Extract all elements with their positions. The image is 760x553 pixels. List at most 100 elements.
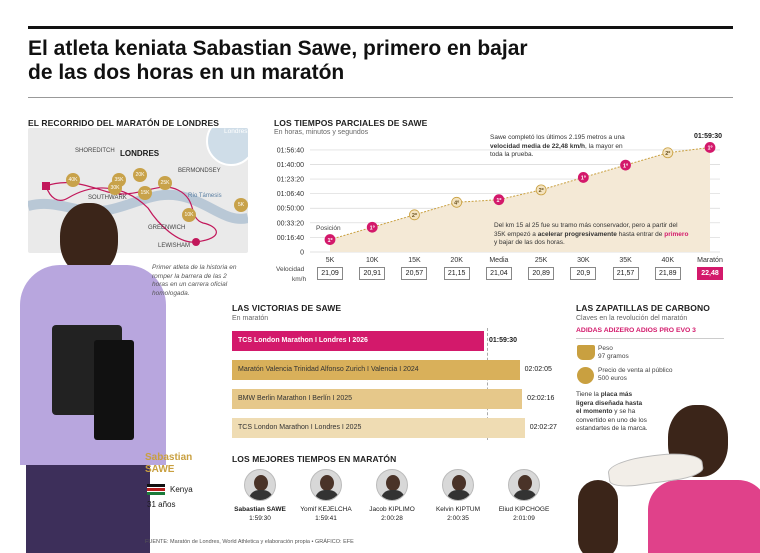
x-tick-label: 25K xyxy=(535,257,548,264)
split-point xyxy=(662,147,674,159)
athlete-arm xyxy=(578,480,618,553)
runner-avatar xyxy=(508,469,540,501)
speed-value: 20,9 xyxy=(570,267,597,280)
athlete-photo xyxy=(20,195,170,553)
shoes-divider xyxy=(576,338,724,339)
place-bermondsey: BERMONDSEY xyxy=(178,168,221,174)
split-point xyxy=(409,209,420,221)
place-londres: LONDRES xyxy=(120,149,160,158)
marker-5k: 5K xyxy=(234,198,248,212)
speed-value: 22,48 xyxy=(697,267,723,280)
place-lewisham: LEWISHAM xyxy=(158,243,191,249)
speed-value: 21,09 xyxy=(317,267,343,280)
win-bar: TCS London Marathon I Londres I 2025 xyxy=(232,418,525,438)
x-tick-label: 35K xyxy=(619,257,632,264)
y-tick-label: 00:50:00 xyxy=(277,206,304,213)
runner-name: Sabastian SAWE xyxy=(234,506,286,513)
shoe-description: Tiene la placa más ligera diseñada hasta… xyxy=(576,391,648,432)
divider xyxy=(28,97,733,98)
wins-title: LAS VICTORIAS DE SAWE xyxy=(232,303,342,313)
split-position-label: 4º xyxy=(454,201,459,207)
kenya-flag-icon xyxy=(147,484,165,495)
x-tick-label: 5K xyxy=(326,257,335,264)
marker-25k: 25K xyxy=(158,176,172,190)
split-position-label: 1º xyxy=(623,163,628,169)
runner-avatar xyxy=(244,469,276,501)
win-bar: BMW Berlin Marathon I Berlín I 2025 xyxy=(232,389,523,409)
x-tick-label: Maratón xyxy=(697,257,723,264)
speed-value: 21,57 xyxy=(612,267,639,280)
athlete-age: 31 años xyxy=(147,500,176,509)
runner-name: Eliud KIPCHOGE xyxy=(498,506,550,513)
athlete-head xyxy=(60,203,118,275)
x-tick-label: 15K xyxy=(408,257,421,264)
shoe-model: ADIDAS ADIZERO ADIOS PRO EVO 3 xyxy=(576,327,696,334)
wins-reference-line xyxy=(487,328,488,440)
split-position-label: 1º xyxy=(581,176,586,182)
annotation-mid: Del km 15 al 25 fue su tramo más conserv… xyxy=(494,222,689,246)
weight-icon xyxy=(577,345,595,360)
runner-name: Yomif KEJELCHA xyxy=(300,506,352,513)
speed-value: 21,89 xyxy=(654,267,681,280)
runner-avatar xyxy=(310,469,342,501)
speed-value: 20,89 xyxy=(528,267,555,280)
win-time: 01:59:30 xyxy=(489,337,518,344)
splits-area xyxy=(330,147,710,252)
split-position-label: 1º xyxy=(496,198,501,204)
runner-name: Kelvin KIPTUM xyxy=(435,506,481,513)
y-tick-label: 01:06:40 xyxy=(277,191,304,198)
runner-time: 1:59:41 xyxy=(315,515,337,522)
split-point xyxy=(451,196,463,208)
x-tick-label: 20K xyxy=(450,257,463,264)
wins-subtitle: En maratón xyxy=(232,315,269,322)
split-point xyxy=(577,172,589,183)
shoes-title: LAS ZAPATILLAS DE CARBONO xyxy=(576,303,710,313)
runner-time: 2:00:28 xyxy=(381,515,403,522)
place-thames: Río Támesis xyxy=(188,193,222,199)
annotation-top: Sawe completó los últimos 2.195 metros a… xyxy=(490,134,625,158)
runner-name: Jacob KIPLIMO xyxy=(369,506,415,513)
splits-title: LOS TIEMPOS PARCIALES DE SAWE xyxy=(274,118,428,128)
runner-time: 1:59:30 xyxy=(249,515,271,522)
runner-time: 2:00:35 xyxy=(447,515,469,522)
price-icon xyxy=(577,367,594,384)
speed-value: 20,91 xyxy=(359,267,386,280)
split-point xyxy=(535,184,547,196)
x-tick-label: Media xyxy=(489,257,508,264)
marker-20k: 20K xyxy=(133,168,147,182)
win-time: 02:02:05 xyxy=(524,366,552,373)
price-value: 500 euros xyxy=(598,375,627,382)
marker-40k: 40K xyxy=(66,173,80,187)
inset-label: Londres xyxy=(224,128,248,135)
x-tick-label: 40K xyxy=(662,257,675,264)
y-tick-label: 00:33:20 xyxy=(277,220,304,227)
split-point xyxy=(620,159,631,171)
runner-avatar xyxy=(376,469,408,501)
x-tick-label: 10K xyxy=(366,257,379,264)
start-marker xyxy=(192,238,200,246)
best-title: LOS MEJORES TIEMPOS EN MARATÓN xyxy=(232,454,397,464)
finish-marker xyxy=(42,182,50,190)
y-tick-label: 0 xyxy=(300,250,304,257)
y-tick-label: 01:56:40 xyxy=(277,147,304,154)
runner-avatar xyxy=(442,469,474,501)
splits-subtitle: En horas, minutos y segundos xyxy=(274,129,369,136)
split-position-label: 1º xyxy=(327,238,332,244)
speed-label-a: Velocidad xyxy=(276,266,305,273)
marker-10k: 10K xyxy=(182,208,196,222)
weight-value: 97 gramos xyxy=(598,353,629,360)
map-title: EL RECORRIDO DEL MARATÓN DE LONDRES xyxy=(28,118,219,128)
place-southwark: SOUTHWARK xyxy=(88,195,127,201)
weight-label: Peso xyxy=(598,345,613,352)
speed-label-b: km/h xyxy=(292,276,307,283)
split-point xyxy=(493,194,505,206)
athlete-shorts xyxy=(26,465,150,553)
split-position-label: 2º xyxy=(539,188,544,194)
splits-line xyxy=(329,146,711,241)
marker-30k: 30K xyxy=(108,181,122,195)
posicion-label: Posición xyxy=(316,225,341,232)
split-point xyxy=(704,142,716,153)
marker-15k: 15K xyxy=(138,186,152,200)
split-position-label: 1º xyxy=(707,146,712,152)
win-time: 02:02:16 xyxy=(527,395,555,402)
